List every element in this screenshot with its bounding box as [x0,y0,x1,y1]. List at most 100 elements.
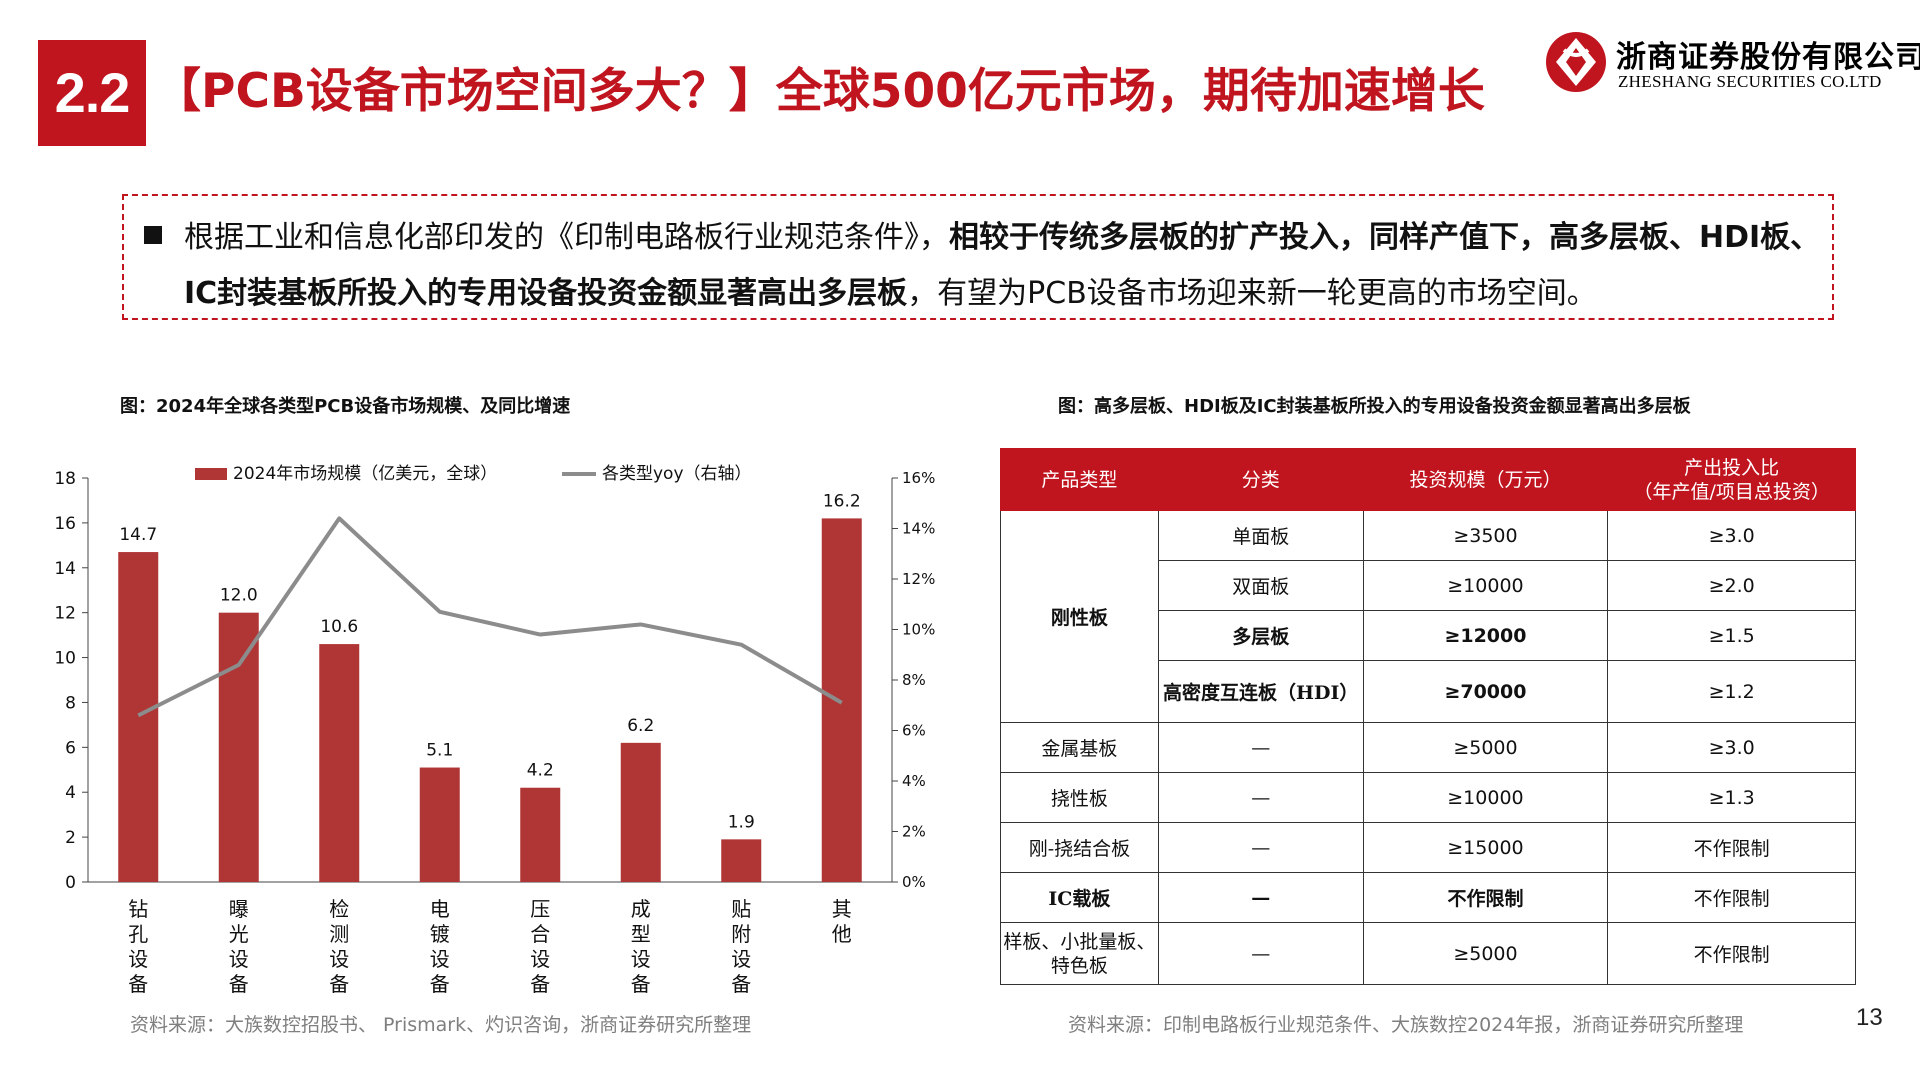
cell-investment: ≥3500 [1362,510,1609,561]
category-label-char: 备 [430,972,450,996]
legend-line-label: 各类型yoy（右轴） [602,464,752,484]
cell-investment: ≥10000 [1362,772,1609,823]
cell-category: 单面板 [1157,510,1364,561]
callout-text-normal-2: ，有望为PCB设备市场迎来新一轮更高的市场空间。 [907,276,1597,311]
left-tick-label: 10 [54,649,76,669]
category-label-char: 设 [731,947,751,971]
bar [620,742,661,882]
cell-product-type: IC载板 [1000,872,1159,923]
right-figure-title: 图：高多层板、HDI板及IC封装基板所投入的专用设备投资金额显著高出多层板 [1058,396,1691,417]
cell-category: 多层板 [1157,610,1364,661]
cell-output-ratio: ≥1.5 [1607,610,1856,661]
left-tick-label: 16 [54,514,76,534]
bar-data-label: 10.6 [320,617,358,637]
right-tick-label: 16% [902,469,935,487]
yoy-line [137,516,843,718]
header-category: 分类 [1157,448,1364,511]
cell-output-ratio: ≥1.3 [1607,772,1856,823]
key-point-callout: 根据工业和信息化部印发的《印制电路板行业规范条件》，相较于传统多层板的扩产投入，… [122,194,1834,320]
category-label-char: 备 [530,972,550,996]
category-label-char: 检 [329,897,349,921]
section-number: 2.2 [38,40,146,146]
right-tick-label: 0% [902,873,926,891]
investment-table-grid: 产品类型 分类 投资规模（万元） 产出投入比 （年产值/项目总投资） 刚性板 单面板… [1000,448,1856,985]
left-tick-label: 6 [65,738,76,758]
category-label-char: 备 [128,972,148,996]
cell-category: 高密度互连板（HDI） [1157,660,1364,723]
category-label-char: 设 [530,947,550,971]
bar-data-label: 1.9 [728,812,755,832]
category-label: 曝光设备 [229,897,249,996]
left-figure-source: 资料来源：大族数控招股书、 Prismark、灼识咨询，浙商证券研究所整理 [130,1014,752,1036]
cell-product-type: 刚性板 [1000,510,1159,723]
cell-product-type: 挠性板 [1000,772,1159,823]
bullet-square-icon [144,226,162,244]
callout-text-bold: 相较于传统多层板的扩产投入，同样产值下，高多层板、HDI板、IC封装基板所投入的… [184,220,1821,311]
company-logo: 浙商证券股份有限公司 ZHESHANG SECURITIES CO.LTD [1544,30,1920,100]
right-tick-label: 8% [902,671,926,689]
callout-text: 根据工业和信息化部印发的《印制电路板行业规范条件》，相较于传统多层板的扩产投入，… [184,210,1824,322]
chart-bars [118,518,862,882]
cell-output-ratio: 不作限制 [1607,922,1856,985]
bar-data-label: 5.1 [426,741,453,761]
cell-output-ratio: ≥1.2 [1607,660,1856,723]
cell-output-ratio: ≥2.0 [1607,560,1856,611]
right-tick-label: 2% [902,823,926,841]
cell-output-ratio: ≥3.0 [1607,510,1856,561]
left-tick-label: 0 [65,873,76,893]
category-label-char: 合 [530,922,550,946]
category-label-char: 电 [430,897,450,921]
table-header-row: 产品类型 分类 投资规模（万元） 产出投入比 （年产值/项目总投资） [1000,448,1856,511]
left-tick-label: 14 [54,559,76,579]
cell-investment: ≥5000 [1362,722,1609,773]
logo-english-name: ZHESHANG SECURITIES CO.LTD [1618,72,1882,91]
category-label: 成型设备 [631,897,651,996]
cell-category: — [1157,772,1364,823]
category-label-char: 设 [329,947,349,971]
cell-product-type-line2: 特色板 [1050,954,1108,977]
cell-investment: ≥5000 [1362,922,1609,985]
cell-investment: ≥70000 [1362,660,1609,723]
right-tick-label: 10% [902,621,935,639]
bar-data-label: 6.2 [627,716,654,736]
right-tick-label: 4% [902,772,926,790]
category-label-char: 设 [631,947,651,971]
category-label-char: 钻 [128,897,148,921]
left-tick-label: 8 [65,693,76,713]
table-row: 挠性板 — ≥10000 ≥1.3 [1000,772,1856,823]
bar [419,767,460,882]
cell-output-ratio: 不作限制 [1607,822,1856,873]
left-tick-label: 18 [54,469,76,489]
chart-labels: 14.7 钻孔设备 12.0 曝光设备 10.6 检测设备 5.1 电镀设备 4.2 压合设备 6.… [119,491,860,996]
category-label-char: 曝 [229,897,249,921]
right-tick-label: 6% [902,722,926,740]
zheshang-logo-icon [1546,32,1606,92]
bar [520,787,561,882]
cell-category: — [1157,922,1364,985]
right-figure-source: 资料来源：印制电路板行业规范条件、大族数控2024年报，浙商证券研究所整理 [1068,1014,1744,1036]
cell-investment: ≥12000 [1362,610,1609,661]
category-label: 电镀设备 [430,897,450,996]
table-row: 高密度互连板（HDI） ≥70000 ≥1.2 [1001,660,1856,723]
legend-bar-swatch [195,468,227,480]
category-label-char: 型 [631,922,651,946]
cell-product-type-line1: 样板、小批量板、 [1003,930,1156,953]
header-product-type: 产品类型 [1000,448,1159,511]
cell-product-type: 刚-挠结合板 [1000,822,1159,873]
left-tick-label: 2 [65,828,76,848]
table-row: 刚性板 单面板 ≥3500 ≥3.0 [1000,510,1856,723]
table-row: 刚-挠结合板 — ≥15000 不作限制 [1000,822,1856,873]
left-tick-label: 4 [65,783,76,803]
right-tick-label: 14% [902,520,935,538]
chart-legend: 2024年市场规模（亿美元，全球） 各类型yoy（右轴） [195,464,752,484]
cell-investment: ≥15000 [1362,822,1609,873]
category-label-char: 镀 [430,922,450,946]
table-row: IC载板 — 不作限制 不作限制 [1000,872,1856,923]
header: 2.2 【PCB设备市场空间多大？】全球500亿元市场，期待加速增长 浙商证券股… [0,0,1920,150]
cell-investment: 不作限制 [1362,872,1609,923]
right-tick-label: 12% [902,570,935,588]
header-ratio-line2: （年产值/项目总投资） [1633,480,1830,503]
category-label-char: 成 [631,897,651,921]
category-label-char: 贴 [731,897,751,921]
table-row: 金属基板 — ≥5000 ≥3.0 [1000,722,1856,773]
